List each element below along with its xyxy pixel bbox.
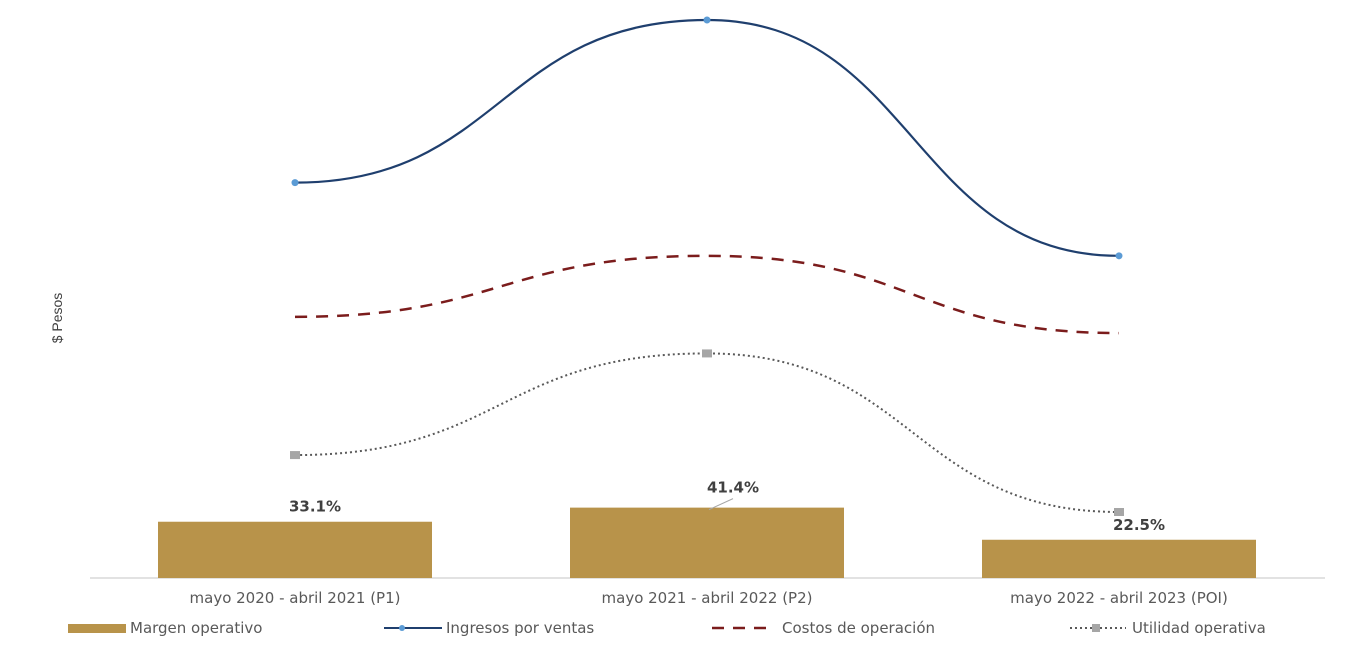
legend-line-swatch-utilidad (1070, 624, 1126, 632)
bar-2 (570, 507, 844, 578)
legend-item-margen: Margen operativo (68, 614, 262, 642)
marker-series3-point1 (290, 451, 300, 460)
x-tick-label-1: mayo 2020 - abril 2021 (P1) (190, 589, 401, 607)
marker-series1-point1 (291, 179, 299, 187)
marker-series3-point3 (1114, 508, 1124, 516)
legend-item-utilidad: Utilidad operativa (1070, 614, 1266, 642)
combo-chart: $ Pesos 33.1% 41.4% 22.5% mayo 2020 - abri… (49, 16, 1325, 607)
y-axis-label: $ Pesos (49, 293, 65, 344)
x-tick-label-2: mayo 2021 - abril 2022 (P2) (602, 589, 813, 607)
x-tick-label-3: mayo 2022 - abril 2023 (POI) (1010, 589, 1228, 607)
legend-label-costos: Costos de operación (782, 619, 936, 637)
bar-3 (982, 539, 1256, 578)
legend-bar-swatch (68, 623, 126, 633)
bar-1 (158, 521, 432, 578)
legend-item-costos: Costos de operación (712, 614, 935, 642)
legend-line-swatch-costos (712, 626, 774, 630)
marker-series1-point3 (1115, 252, 1123, 260)
legend-label-ingresos: Ingresos por ventas (446, 619, 595, 637)
x-tick-labels: mayo 2020 - abril 2021 (P1) mayo 2021 - a… (190, 589, 1228, 607)
marker-series1-point2 (703, 16, 711, 24)
marker-series3-point2 (702, 349, 712, 358)
legend-label-utilidad: Utilidad operativa (1132, 619, 1266, 637)
legend-label-margen: Margen operativo (130, 619, 263, 637)
line-costos-de-operaci-n (294, 254, 1120, 335)
line-ingresos-por-ventas (294, 18, 1120, 257)
bar-data-label-2: 41.4% (707, 479, 759, 497)
data-labels-group: 33.1% 41.4% 22.5% (289, 479, 1165, 534)
data-label-leader-line (708, 498, 734, 511)
bar-data-label-1: 33.1% (289, 498, 341, 516)
legend: Margen operativo Ingresos por ventas Cos… (0, 614, 1363, 642)
legend-item-ingresos: Ingresos por ventas (384, 614, 594, 642)
legend-line-swatch-ingresos (384, 625, 442, 631)
bar-data-label-3: 22.5% (1113, 516, 1165, 534)
bar-series-margen-operativo (158, 507, 1256, 578)
line-series-group (290, 16, 1124, 516)
